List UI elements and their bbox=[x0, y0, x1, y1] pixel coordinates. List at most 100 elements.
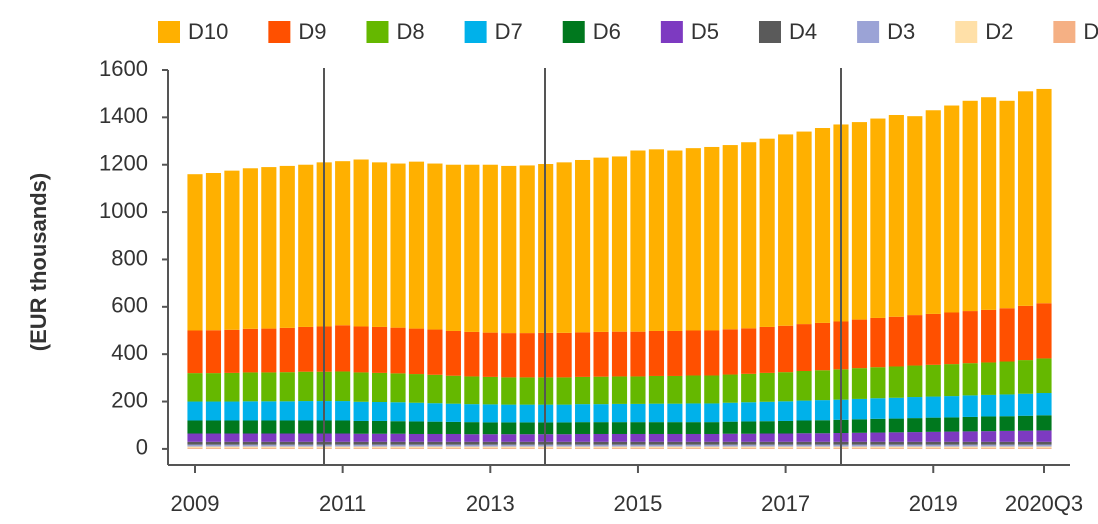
legend-swatch bbox=[1053, 21, 1076, 43]
bar-segment bbox=[1036, 446, 1052, 448]
bar-segment bbox=[390, 441, 406, 445]
bar-segment bbox=[335, 371, 351, 402]
bar-segment bbox=[556, 404, 572, 423]
bar-segment bbox=[408, 441, 425, 445]
bar-segment bbox=[501, 444, 517, 447]
bar-segment bbox=[796, 131, 812, 325]
bar-segment bbox=[482, 422, 498, 435]
x-tick-label: 2020Q3 bbox=[1005, 491, 1083, 516]
bar-segment bbox=[741, 421, 757, 434]
bar-segment bbox=[501, 446, 517, 448]
bar-segment bbox=[187, 441, 203, 445]
bar-segment bbox=[704, 441, 720, 445]
bar-segment bbox=[667, 444, 683, 447]
bar-segment bbox=[759, 326, 775, 373]
bar-segment bbox=[814, 446, 831, 448]
bar-segment bbox=[1017, 441, 1034, 445]
bar-segment bbox=[593, 433, 609, 442]
bar-segment bbox=[464, 376, 480, 405]
bar-segment bbox=[593, 446, 609, 448]
bar-segment bbox=[685, 330, 701, 376]
bar-segment bbox=[888, 114, 904, 317]
bar-segment bbox=[242, 372, 258, 402]
bar-segment bbox=[611, 331, 628, 377]
bar-segment bbox=[944, 444, 960, 447]
bar-segment bbox=[685, 441, 701, 445]
legend-swatch bbox=[758, 21, 781, 43]
legend-label: D2 bbox=[985, 19, 1013, 44]
bar-segment bbox=[907, 418, 923, 433]
bar-segment bbox=[371, 433, 388, 442]
bar-segment bbox=[981, 394, 997, 417]
bar-segment bbox=[704, 446, 720, 448]
bar-segment bbox=[870, 317, 886, 368]
bar-segment bbox=[279, 165, 295, 328]
bar-segment bbox=[187, 420, 203, 434]
bar-segment bbox=[371, 162, 388, 327]
bar-segment bbox=[981, 447, 997, 449]
bar-segment bbox=[519, 422, 535, 435]
bar-segment bbox=[796, 433, 812, 442]
bar-segment bbox=[962, 444, 978, 447]
bar-segment bbox=[353, 159, 369, 327]
x-tick-label: 2013 bbox=[466, 491, 515, 516]
bar-segment bbox=[427, 444, 443, 447]
bar-segment bbox=[445, 375, 461, 404]
bar-segment bbox=[667, 150, 683, 331]
bar-segment bbox=[1017, 447, 1034, 449]
bar-segment bbox=[464, 164, 480, 332]
bar-segment bbox=[870, 432, 886, 442]
bar-segment bbox=[630, 422, 646, 434]
bar-segment bbox=[501, 404, 517, 423]
bar-segment bbox=[704, 444, 720, 447]
bar-segment bbox=[704, 447, 720, 449]
bar-segment bbox=[335, 401, 351, 421]
bar-segment bbox=[575, 332, 591, 377]
bar-segment bbox=[390, 327, 406, 374]
bar-segment bbox=[593, 376, 609, 405]
bar-segment bbox=[704, 146, 720, 331]
bar-segment bbox=[648, 375, 664, 404]
bar-segment bbox=[390, 447, 406, 449]
bar-segment bbox=[445, 330, 461, 376]
bar-segment bbox=[464, 444, 480, 447]
bar-segment bbox=[371, 420, 388, 434]
bar-segment bbox=[796, 444, 812, 447]
bar-segment bbox=[999, 308, 1015, 362]
bar-segment bbox=[962, 311, 978, 364]
bar-segment bbox=[778, 441, 794, 445]
bar-segment bbox=[722, 145, 738, 330]
bar-segment bbox=[205, 446, 222, 448]
y-tick-label: 200 bbox=[111, 387, 148, 412]
bar-segment bbox=[648, 330, 664, 376]
bar-segment bbox=[907, 116, 923, 316]
bar-segment bbox=[851, 122, 868, 320]
bar-segment bbox=[335, 161, 351, 326]
bar-segment bbox=[261, 444, 277, 447]
bar-segment bbox=[427, 447, 443, 449]
bar-segment bbox=[611, 433, 628, 442]
bar-segment bbox=[279, 446, 295, 448]
bar-segment bbox=[205, 373, 222, 402]
bar-segment bbox=[390, 446, 406, 448]
bar-segment bbox=[575, 441, 591, 445]
bar-segment bbox=[851, 444, 868, 447]
bar-segment bbox=[298, 401, 314, 421]
bar-segment bbox=[1017, 444, 1034, 447]
bar-segment bbox=[667, 441, 683, 445]
bar-segment bbox=[464, 446, 480, 448]
bar-segment bbox=[962, 441, 978, 445]
bar-segment bbox=[796, 446, 812, 448]
bar-segment bbox=[925, 364, 941, 397]
bar-segment bbox=[999, 444, 1015, 447]
bar-segment bbox=[925, 444, 941, 447]
bar-segment bbox=[1036, 430, 1052, 442]
bar-segment bbox=[851, 319, 868, 369]
bar-segment bbox=[814, 128, 831, 323]
bar-segment bbox=[556, 434, 572, 442]
bar-segment bbox=[814, 400, 831, 421]
bar-segment bbox=[556, 162, 572, 333]
bar-segment bbox=[907, 444, 923, 447]
bar-segment bbox=[445, 447, 461, 449]
bar-segment bbox=[814, 447, 831, 449]
